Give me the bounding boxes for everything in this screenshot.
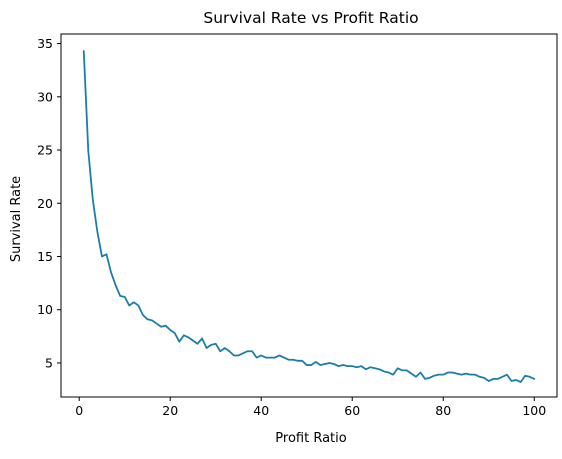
x-tick-label: 0	[75, 403, 83, 418]
x-tick-label: 40	[253, 403, 269, 418]
y-tick-label: 20	[37, 196, 53, 211]
plot-area	[82, 50, 536, 384]
y-tick-label: 10	[37, 302, 53, 317]
x-axis-label: Profit Ratio	[275, 431, 346, 446]
series-line-0	[82, 50, 536, 384]
x-tick-label: 20	[162, 403, 178, 418]
x-tick-label: 80	[435, 403, 451, 418]
y-axis: 5 10 15 20 25 30 35	[37, 36, 61, 370]
y-axis-label: Survival Rate	[9, 176, 24, 262]
axes-frame	[60, 33, 558, 398]
y-tick-label: 25	[37, 143, 53, 158]
x-tick-label: 100	[522, 403, 546, 418]
y-tick-label: 35	[37, 36, 53, 51]
y-tick-label: 5	[45, 355, 53, 370]
y-tick-label: 30	[37, 89, 53, 104]
chart-title: Survival Rate vs Profit Ratio	[203, 9, 418, 27]
x-tick-label: 60	[344, 403, 360, 418]
y-tick-label: 15	[37, 249, 53, 264]
x-axis: 0 20 40 60 80 100	[75, 397, 546, 418]
